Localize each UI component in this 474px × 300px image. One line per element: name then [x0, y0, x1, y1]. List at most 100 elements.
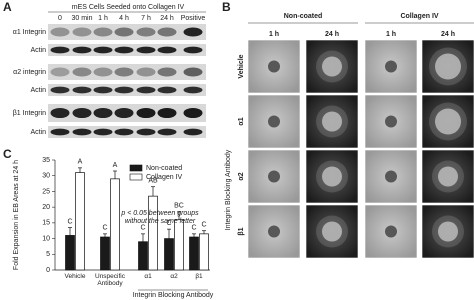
embryoid-body — [385, 170, 397, 183]
bar — [174, 219, 184, 271]
blot-band — [114, 27, 134, 37]
x-tick-label: α2 — [170, 273, 178, 280]
blot-band — [72, 107, 92, 119]
blot-band — [72, 27, 92, 37]
y-tick-label: 0 — [46, 267, 50, 274]
x-tick-label: α1 — [144, 273, 152, 280]
blot-band — [136, 67, 156, 77]
panel-label: B — [222, 0, 231, 14]
significance-letter: C — [166, 220, 171, 227]
blot-title: mES Cells Seeded onto Collagen IV — [72, 4, 185, 11]
embryoid-body — [268, 170, 280, 183]
x-tick-label-box: β1 — [195, 273, 203, 280]
row-label: Actin — [30, 87, 46, 94]
x-tick-label-box: α2 — [170, 273, 178, 280]
blot-band — [136, 46, 156, 54]
blot-band — [183, 27, 203, 37]
blot-band — [114, 86, 134, 94]
time-label: 24 h — [441, 31, 455, 38]
blot-band — [136, 107, 156, 119]
blot-band — [50, 86, 70, 94]
blot-band — [50, 67, 70, 77]
blot-band — [157, 27, 177, 37]
legend-label: Non-coated — [146, 165, 182, 172]
blot-band — [183, 67, 203, 77]
significance-letter: A — [113, 162, 118, 169]
significance-letter: AB — [148, 178, 158, 185]
blot-band — [93, 46, 113, 54]
blot-band — [50, 27, 70, 37]
significance-letter: C — [191, 225, 196, 232]
blot-band — [114, 107, 134, 119]
column-label: 0 — [58, 15, 62, 22]
embryoid-body — [322, 221, 342, 242]
embryoid-body — [435, 108, 461, 135]
y-tick-label: 30 — [42, 173, 50, 180]
bar — [189, 236, 199, 271]
blot-band — [183, 107, 203, 119]
blot-band — [50, 107, 70, 119]
embryoid-body — [438, 221, 458, 242]
blot-band — [157, 128, 177, 136]
embryoid-body — [268, 60, 280, 73]
row-group-label: Integrin Blocking Antibody — [225, 149, 232, 230]
significance-letter: BC — [174, 203, 184, 210]
blot-band — [157, 67, 177, 77]
blot-band — [50, 128, 70, 136]
embryoid-body — [322, 166, 342, 187]
blot-band — [93, 67, 113, 77]
group-label: Collagen IV — [400, 13, 438, 20]
row-label: α2 — [238, 172, 245, 180]
embryoid-body — [385, 115, 397, 128]
bar — [100, 236, 110, 271]
category-group-label: Integrin Blocking Antibody — [133, 292, 214, 299]
legend-swatch — [129, 173, 143, 181]
blot-band — [157, 86, 177, 94]
y-tick-label: 20 — [42, 204, 50, 211]
significance-letter: A — [78, 159, 83, 166]
y-axis-label: Fold Expansion in EB Areas at 24 h — [13, 160, 20, 270]
column-label: 24 h — [160, 15, 174, 22]
embryoid-body — [268, 115, 280, 128]
embryoid-body — [322, 111, 342, 132]
embryoid-body — [385, 60, 397, 73]
blot-band — [183, 86, 203, 94]
blot-band — [183, 128, 203, 136]
bar — [65, 235, 75, 271]
y-tick-label: 35 — [42, 157, 50, 164]
embryoid-body — [385, 225, 397, 238]
bar — [199, 233, 209, 271]
column-label: Positive — [181, 15, 206, 22]
embryoid-body — [268, 225, 280, 238]
blot-band — [72, 86, 92, 94]
x-tick-label-box: Vehicle — [64, 273, 86, 280]
y-tick-label: 25 — [42, 188, 50, 195]
x-tick-label: Unspecific Antibody — [95, 273, 125, 287]
legend-swatch — [129, 164, 143, 172]
row-label: Actin — [30, 129, 46, 136]
bar — [164, 238, 174, 271]
blot-band — [157, 46, 177, 54]
blot-band — [93, 86, 113, 94]
row-label: α1 — [238, 117, 245, 125]
bar — [110, 178, 120, 271]
time-label: 1 h — [269, 31, 279, 38]
x-tick-label-box: α1 — [144, 273, 152, 280]
y-tick-label: 10 — [42, 235, 50, 242]
blot-band — [114, 128, 134, 136]
column-label: 30 min — [71, 15, 92, 22]
blot-band — [93, 27, 113, 37]
bar — [75, 172, 85, 271]
annotation: without the same letter — [125, 218, 196, 225]
row-label: β1 — [238, 227, 245, 235]
bar — [148, 195, 158, 271]
x-tick-label: Vehicle — [64, 273, 86, 280]
embryoid-body — [322, 56, 342, 77]
x-tick-label: β1 — [195, 273, 203, 280]
time-label: 24 h — [325, 31, 339, 38]
blot-band — [136, 27, 156, 37]
blot-band — [93, 107, 113, 119]
annotation: p < 0.05 between groups — [120, 210, 199, 217]
significance-letter: C — [201, 222, 206, 229]
